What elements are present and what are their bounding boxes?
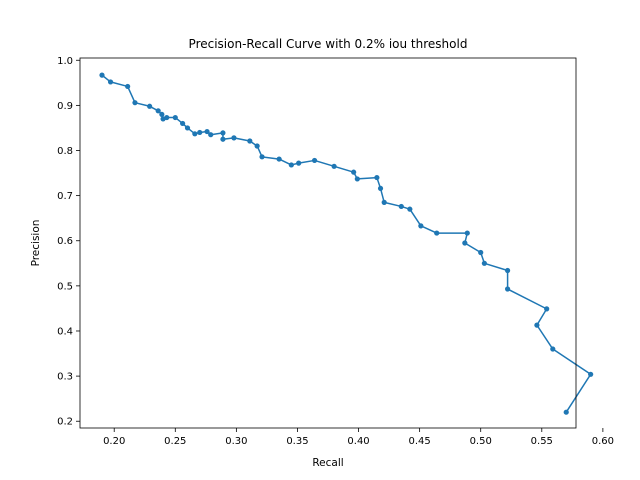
x-axis-ticks: 0.20 0.25 0.30 0.35 0.40 0.45 0.50 0.55 0.60 (103, 428, 614, 447)
pr-curve-point (276, 156, 282, 162)
y-tick-label: 0.9 (57, 101, 73, 112)
pr-curve-point (247, 138, 253, 144)
pr-curve-point (504, 286, 511, 292)
pr-curve-point (563, 409, 569, 415)
pr-curve-point (462, 240, 468, 246)
chart-title: Precision-Recall Curve with 0.2% iou thr… (189, 37, 468, 51)
y-tick-label: 0.5 (57, 281, 73, 292)
pr-curve-point (159, 111, 165, 118)
pr-curve-point (197, 129, 203, 136)
pr-curve-point (381, 199, 387, 205)
pr-curve-point (374, 174, 380, 181)
pr-curve-point (434, 230, 440, 236)
y-tick-label: 0.8 (57, 146, 73, 157)
pr-curve-point (192, 131, 198, 137)
pr-curve-point (351, 169, 357, 175)
pr-curve-point (377, 185, 384, 192)
pr-curve-point (550, 346, 556, 352)
pr-curve-point (204, 128, 210, 135)
pr-curve-point (107, 79, 114, 85)
pr-curve-point (259, 154, 265, 160)
pr-curve-point (254, 143, 260, 149)
plot-area-frame (79, 57, 577, 429)
y-axis-ticks: 0.2 0.3 0.4 0.5 0.6 0.7 0.8 0.9 1.0 (57, 56, 80, 428)
pr-curve-point (504, 267, 511, 274)
pr-curve-point (208, 132, 214, 138)
x-tick-label: 0.25 (164, 436, 186, 447)
pr-curve-point (184, 125, 191, 131)
pr-curve-series (99, 72, 594, 415)
pr-curve-point (481, 260, 487, 266)
pr-curve-point (220, 136, 226, 142)
pr-curve-point (478, 249, 484, 256)
y-tick-label: 1.0 (57, 56, 73, 67)
x-tick-label: 0.40 (347, 436, 369, 447)
pr-curve-point (534, 322, 540, 328)
x-tick-label: 0.30 (225, 436, 247, 447)
x-tick-label: 0.55 (531, 436, 553, 447)
x-tick-label: 0.50 (470, 436, 492, 447)
y-tick-label: 0.7 (57, 191, 73, 202)
pr-curve-point (231, 135, 237, 141)
x-tick-label: 0.60 (592, 436, 614, 447)
pr-curve-point (147, 103, 153, 109)
y-tick-label: 0.4 (57, 326, 73, 337)
y-tick-label: 0.2 (57, 417, 73, 428)
pr-curve-point (155, 108, 161, 114)
pr-curve-point (311, 157, 318, 164)
y-tick-label: 0.6 (57, 236, 73, 247)
pr-curve-point (544, 306, 550, 312)
pr-curve-point (164, 114, 170, 121)
pr-curve-point (588, 371, 594, 377)
pr-curve-point (464, 230, 470, 236)
pr-curve-point (99, 72, 105, 78)
x-tick-label: 0.35 (286, 436, 308, 447)
pr-curve-point (331, 163, 337, 169)
y-tick-label: 0.3 (57, 372, 73, 383)
pr-curve-point (407, 206, 413, 212)
pr-curve-point (125, 83, 131, 90)
pr-curve-point (172, 114, 178, 121)
pr-curve-point (418, 223, 424, 229)
x-axis-label: Recall (312, 457, 343, 469)
pr-curve-point (296, 160, 302, 166)
y-axis-label: Precision (30, 220, 42, 267)
pr-curve-point (354, 176, 360, 182)
pr-curve-point (220, 130, 226, 136)
x-tick-label: 0.45 (408, 436, 430, 447)
pr-curve-point (288, 162, 294, 168)
pr-curve-point (180, 120, 186, 127)
x-tick-label: 0.20 (103, 436, 125, 447)
pr-curve-point (132, 100, 138, 106)
pr-curve-point (398, 203, 404, 210)
